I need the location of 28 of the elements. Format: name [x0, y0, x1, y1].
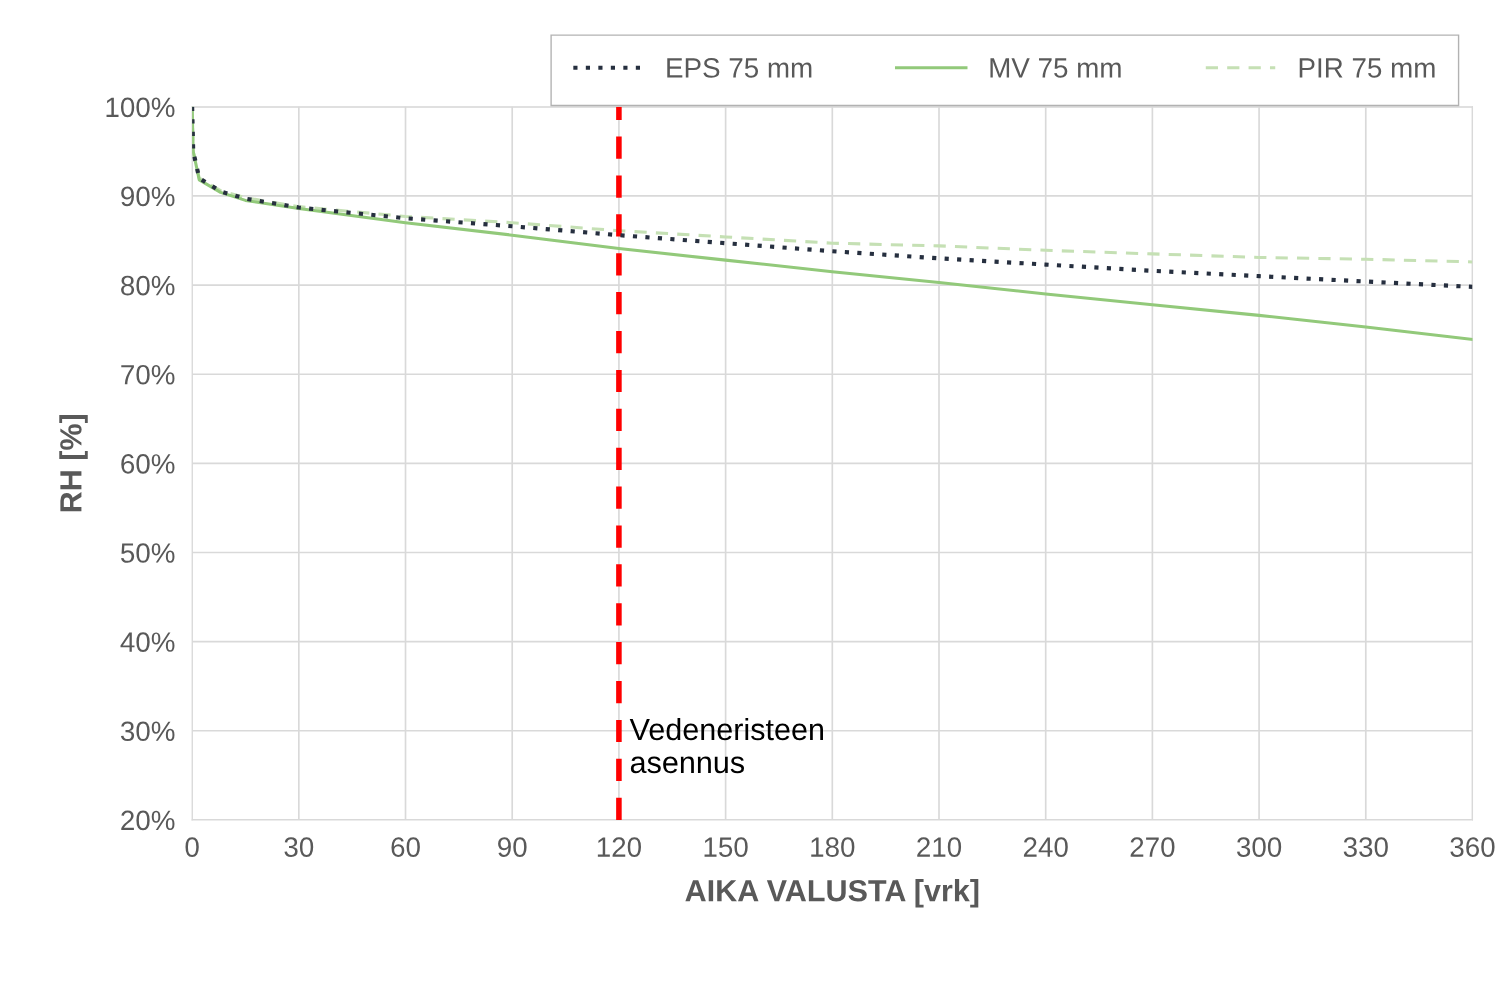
- y-tick-label: 30%: [120, 721, 175, 742]
- x-tick-label: 150: [704, 837, 748, 857]
- x-tick-label: 30: [284, 837, 314, 857]
- y-axis-title: RH [%]: [59, 414, 88, 512]
- y-tick-label: 100%: [106, 97, 175, 118]
- x-tick-label: 120: [597, 837, 641, 857]
- y-tick-label: 80%: [121, 275, 175, 296]
- x-tick-label: 60: [391, 837, 420, 857]
- x-tick-label: 270: [1130, 837, 1175, 857]
- x-axis-title: AIKA VALUSTA [vrk]: [685, 879, 979, 908]
- ref-line-label: Vedeneristeen asennus: [629, 717, 823, 774]
- y-tick-label: 20%: [121, 810, 175, 831]
- x-tick-label: 180: [811, 837, 855, 857]
- legend-label: EPS 75 mm: [667, 58, 812, 78]
- y-tick-label: 70%: [121, 364, 175, 385]
- y-tick-label: 90%: [121, 186, 175, 207]
- legend-label: MV 75 mm: [990, 58, 1121, 78]
- x-tick-label: 330: [1343, 837, 1388, 857]
- y-tick-label: 50%: [120, 543, 175, 563]
- x-tick-label: 0: [185, 837, 199, 857]
- x-tick-label: 360: [1450, 837, 1495, 857]
- x-tick-label: 240: [1023, 837, 1068, 857]
- x-tick-label: 300: [1236, 837, 1282, 857]
- x-tick-label: 90: [498, 837, 527, 857]
- y-tick-label: 40%: [120, 632, 175, 652]
- x-tick-label: 210: [917, 837, 962, 857]
- y-tick-label: 60%: [121, 454, 175, 474]
- legend-label: PIR 75 mm: [1299, 58, 1435, 78]
